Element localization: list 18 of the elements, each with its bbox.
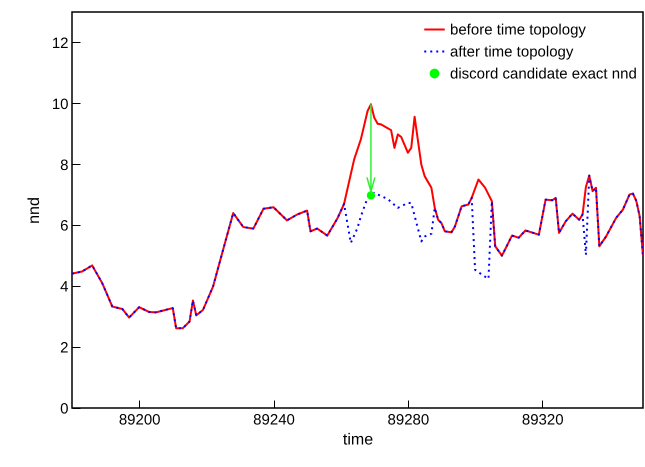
legend-label: before time topology — [450, 22, 586, 38]
y-tick-label: 8 — [60, 156, 68, 174]
x-tick-label: 89320 — [522, 412, 564, 428]
y-tick-label: 10 — [52, 96, 68, 113]
line-series — [72, 103, 643, 330]
x-tick-label: 89240 — [253, 412, 295, 428]
y-axis-title: nnd — [26, 197, 43, 224]
y-tick-label: 6 — [60, 218, 68, 235]
x-tick-label: 89200 — [118, 412, 161, 428]
y-tick-label: 4 — [60, 278, 68, 296]
x-axis-title: time — [342, 432, 374, 448]
legend-label: discord candidate exact nnd — [450, 66, 637, 82]
line-series — [72, 174, 643, 330]
y-tick-label: 12 — [52, 34, 68, 52]
y-tick-label: 0 — [60, 400, 68, 418]
legend-label: after time topology — [450, 44, 574, 60]
x-tick-label: 89280 — [388, 412, 430, 428]
y-tick-label: 2 — [60, 340, 68, 357]
